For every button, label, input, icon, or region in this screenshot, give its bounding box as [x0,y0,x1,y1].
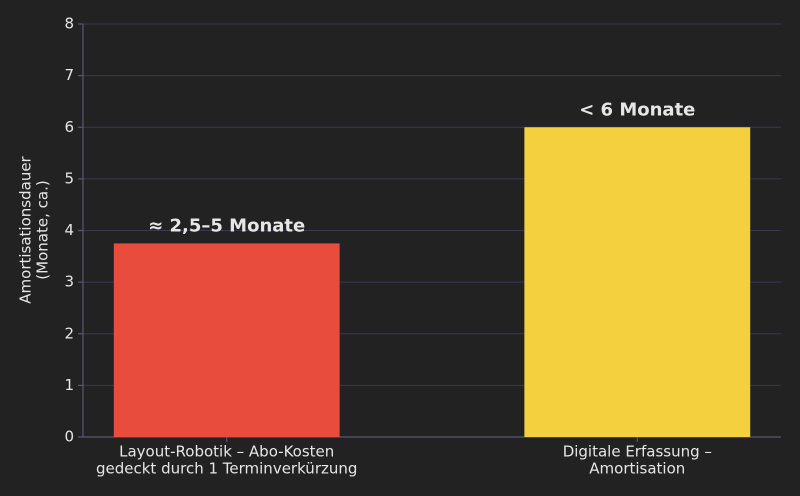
y-tick-label: 0 [64,428,74,446]
bar [524,127,751,437]
text-line: Amortisationsdauer [16,155,34,303]
y-tick-label: 7 [64,66,74,84]
x-tick-label: Layout-Robotik – Abo-Kosten gedeckt durch… [96,442,357,477]
y-tick-label: 5 [64,169,74,187]
y-tick-label: 4 [64,221,74,239]
x-tick-label: Digitale Erfassung – Amortisation [563,442,712,477]
y-tick-label: 3 [64,273,74,291]
y-axis-label: Amortisationsdauer(Monate, ca.) [16,155,51,303]
bar [113,243,340,437]
y-tick-label: 6 [64,118,74,136]
y-tick-label: 8 [64,15,74,33]
text-line: Digitale Erfassung – [563,442,712,460]
text-line: Layout-Robotik – Abo-Kosten [119,442,334,460]
value-label: ≈ 2,5–5 Monate [148,215,305,236]
value-label: < 6 Monate [579,99,695,120]
text-line: Amortisation [589,459,685,477]
text-line: (Monate, ca.) [33,180,51,279]
text-line: gedeckt durch 1 Terminverkürzung [96,459,357,477]
y-tick-label: 1 [64,376,74,394]
y-tick-label: 2 [64,324,74,342]
